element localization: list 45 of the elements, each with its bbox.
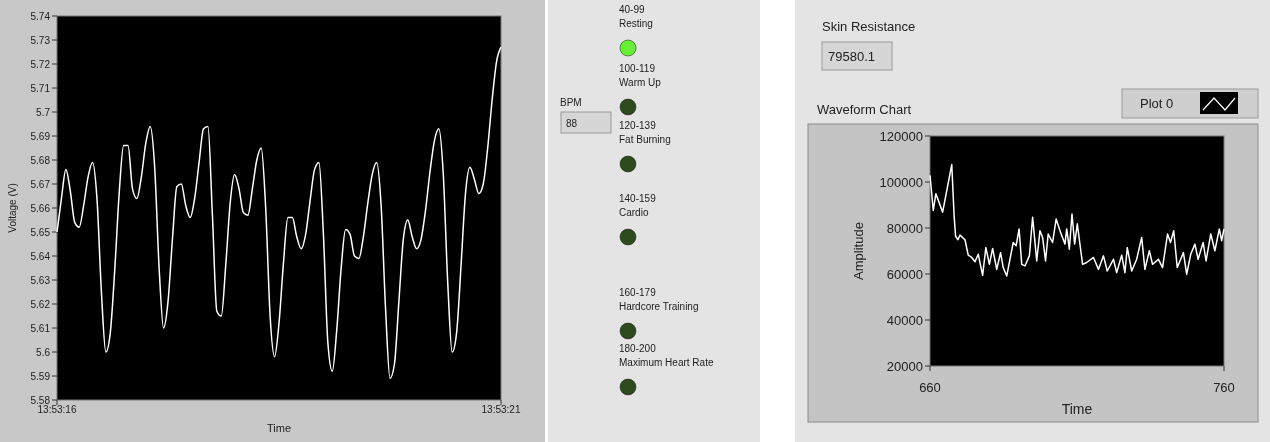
y-tick-label: 120000: [879, 128, 923, 144]
text: Skin Resistance: [822, 19, 916, 34]
y-axis-title: Amplitude: [850, 222, 866, 280]
line-series: [56, 46, 502, 380]
y-tick-label: 5.69: [30, 130, 51, 142]
y-tick-label: 80000: [886, 220, 923, 236]
category-label: 40-99 Resting: [619, 4, 653, 29]
line-series: [929, 163, 1225, 277]
y-tick-label: 5.74: [30, 10, 51, 22]
y-tick-label: 40000: [886, 312, 923, 328]
text: BPM: [560, 97, 582, 108]
category-label: 140-159 Cardio: [619, 193, 657, 218]
y-axis-title: Voltage (V): [6, 183, 18, 233]
x-tick-label: 13:53:21: [481, 404, 521, 415]
y-tick-label: 60000: [886, 266, 923, 282]
y-tick-label: 5.58: [30, 394, 51, 406]
x-tick-label: 13:53:16: [37, 404, 77, 415]
y-tick-label: 5.64: [30, 250, 51, 262]
category-label: 120-139 Fat Burning: [619, 120, 671, 145]
y-tick-label: 5.67: [30, 178, 51, 190]
x-tick-label: 760: [1213, 380, 1235, 395]
x-axis-title: Time: [1061, 401, 1093, 417]
y-tick-label: 20000: [886, 358, 923, 374]
y-tick-label: 5.72: [30, 58, 51, 70]
category-label: 180-200 Maximum Heart Rate: [619, 343, 714, 368]
text: 88: [566, 118, 578, 129]
x-tick-label: 660: [919, 380, 941, 395]
category-label: 160-179 Hardcore Training: [619, 287, 699, 312]
y-tick-label: 5.73: [30, 34, 51, 46]
x-axis-title: Time: [266, 422, 292, 434]
chart-title: Waveform Chart: [817, 102, 912, 117]
y-tick-label: 5.6: [36, 346, 51, 358]
category-label: 100-119 Warm Up: [619, 63, 662, 88]
y-tick-label: 5.71: [30, 82, 51, 94]
y-tick-label: 5.61: [30, 322, 51, 334]
y-tick-label: 100000: [879, 174, 923, 190]
y-tick-label: 5.68: [30, 154, 51, 166]
y-tick-label: 5.65: [30, 226, 51, 238]
y-tick-label: 5.63: [30, 274, 51, 286]
y-tick-label: 5.7: [36, 106, 51, 118]
legend-label: Plot 0: [1140, 96, 1174, 111]
y-tick-label: 5.62: [30, 298, 51, 310]
y-tick-label: 5.59: [30, 370, 51, 382]
text: 79580.1: [828, 49, 875, 64]
y-tick-label: 5.66: [30, 202, 51, 214]
